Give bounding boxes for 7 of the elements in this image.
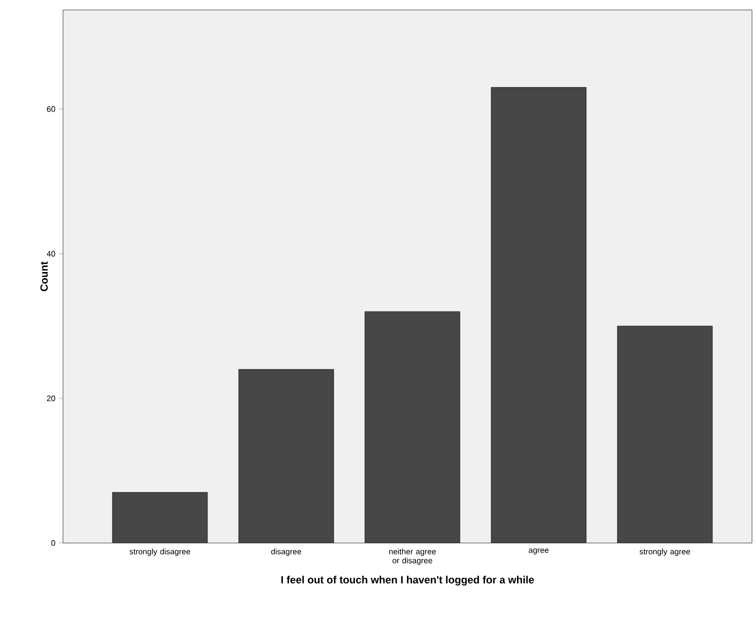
y-axis-title: Count bbox=[40, 262, 48, 292]
bar bbox=[238, 369, 334, 543]
bar bbox=[617, 326, 713, 543]
bar bbox=[364, 311, 460, 543]
x-axis-title: I feel out of touch when I haven't logged for a while bbox=[281, 576, 534, 586]
bar bbox=[490, 87, 586, 543]
bar bbox=[112, 492, 208, 543]
